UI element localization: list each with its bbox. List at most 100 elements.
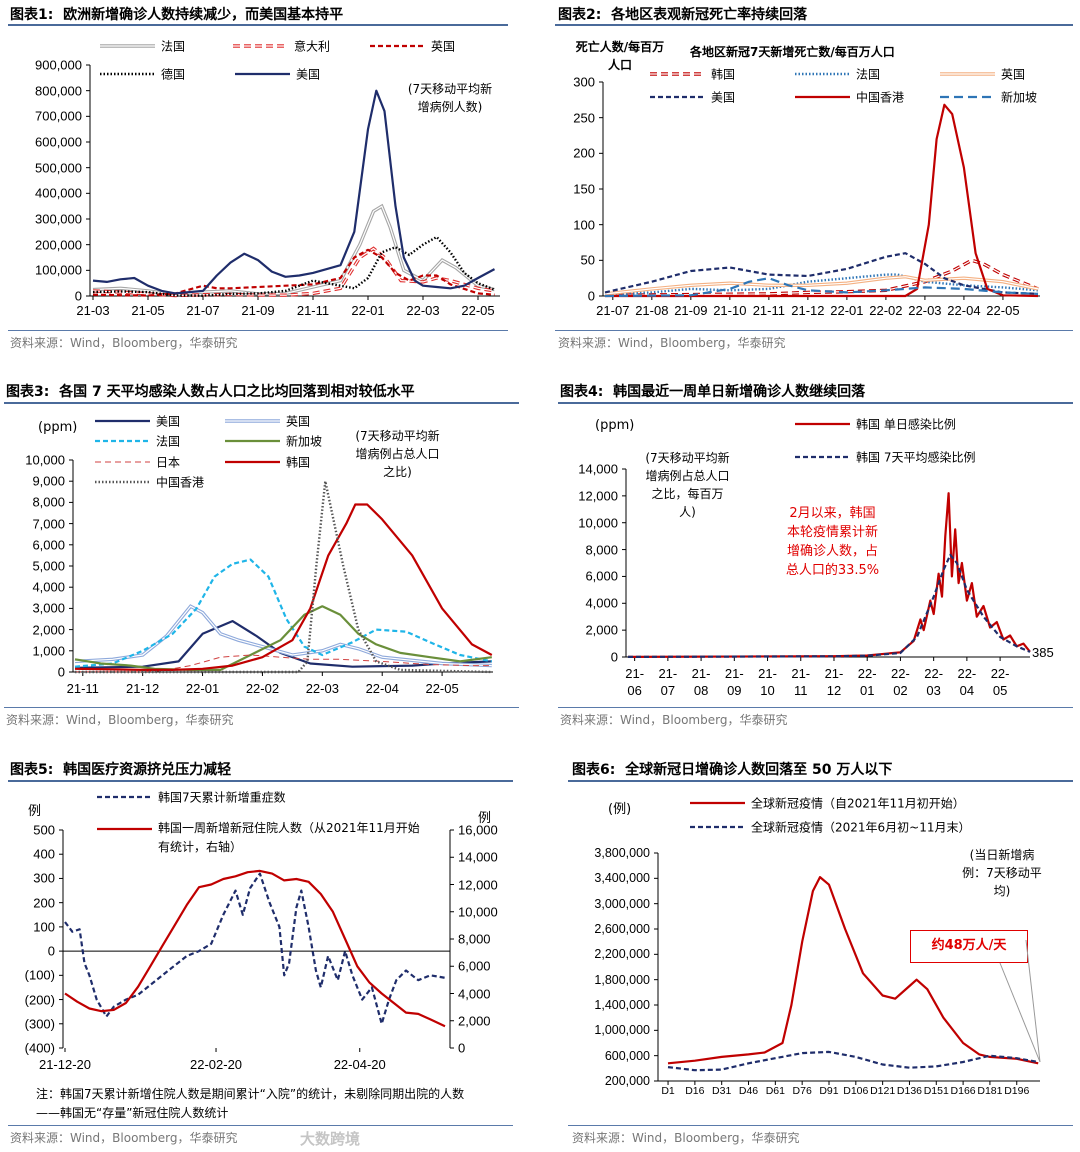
x-tick-label: 21-08: [635, 303, 669, 318]
series-line-1: [667, 876, 1039, 1065]
series-line-3: [604, 274, 1039, 296]
y-tick-label: 5,000: [32, 558, 65, 574]
divider: [555, 330, 1073, 331]
y-tick-label: 2,000: [32, 622, 65, 638]
y-right-tick-label: 6,000: [458, 958, 491, 974]
y-tick-label: 12,000: [578, 488, 618, 504]
chart2-plot: [599, 72, 1040, 300]
y-right-tick-label: 10,000: [458, 904, 498, 920]
footnote: 注：韩国7天累计新增住院人数是期间累计“入院”的统计，未剔除同期出院的人数——韩…: [36, 1087, 465, 1120]
chart4-title: 图表4: 韩国最近一周单日新增确诊人数继续回落: [560, 381, 865, 401]
chart2-inner-title: 各地区新冠7天新增死亡数/每百万人口: [690, 45, 895, 59]
y-tick-label: 0: [57, 664, 65, 680]
x-tick-label: 22-03: [908, 303, 942, 318]
y-tick-label: (100): [24, 967, 55, 983]
chart6-title: 图表6: 全球新冠日增确诊人数回落至 50 万人以下: [572, 759, 892, 779]
chart1-plot: [86, 44, 500, 300]
legend-label: 美国: [296, 67, 321, 82]
y-right-tick-label: 4,000: [458, 986, 491, 1001]
x-tick-label: D91: [819, 1085, 839, 1097]
legend-label: 法国: [856, 67, 881, 82]
y-tick-label: 600,000: [35, 134, 82, 150]
chart2-title: 图表2: 各地区表观新冠死亡率持续回落: [558, 4, 807, 24]
x-tick-label: 21-07: [658, 666, 678, 698]
x-tick-label: 22-02-20: [189, 1057, 243, 1072]
x-tick-label: D181: [977, 1085, 1003, 1097]
x-tick-label: 21-09: [724, 666, 744, 698]
y-tick-label: 500: [33, 822, 55, 838]
x-tick-label: D31: [712, 1085, 732, 1097]
legend-label: 日本: [156, 455, 181, 470]
y-tick-label: 4,000: [585, 595, 618, 611]
chart5-plot: [59, 795, 454, 1052]
x-tick-label: D16: [685, 1085, 705, 1097]
figure-label: 图表3:: [6, 384, 50, 400]
legend-label: 英国: [1001, 67, 1026, 82]
y-tick-label: 3,800,000: [594, 846, 650, 860]
y-tick-label: 0: [47, 943, 55, 959]
x-tick-label: 22-01: [857, 666, 877, 698]
legend-label: 英国: [431, 39, 456, 54]
x-tick-label: 21-08: [691, 666, 711, 698]
chart1-annotation: (7天移动平均新增病例人数): [407, 82, 493, 114]
y-right-tick-label: 12,000: [458, 877, 498, 892]
series-line-7: [75, 480, 492, 674]
x-tick-label: D196: [1004, 1085, 1030, 1097]
x-tick-label: 21-12-20: [38, 1057, 92, 1072]
series-line-5: [605, 103, 1039, 298]
x-tick-label: 21-09: [241, 303, 275, 318]
legend-label: 新加坡: [286, 434, 323, 449]
x-tick-label: 21-09: [674, 303, 708, 318]
y-tick-label: 300: [573, 74, 595, 90]
divider: [555, 24, 1073, 26]
y-tick-label: 0: [74, 288, 82, 304]
x-tick-label: 22-03: [305, 681, 339, 696]
x-tick-label: 22-05: [425, 681, 459, 696]
x-tick-label: 21-03: [76, 303, 110, 318]
chart6-callout: 约48万人/天: [910, 930, 1028, 963]
y-tick-label: 100: [573, 217, 595, 233]
x-tick-label: 21-10: [713, 303, 747, 318]
y-tick-label: 8,000: [585, 542, 618, 558]
x-tick-label: D76: [792, 1085, 812, 1097]
x-tick-label: 21-12: [824, 666, 844, 698]
y-tick-label: 3,400,000: [594, 871, 650, 886]
source-note: 资料来源：Wind，Bloomberg，华泰研究: [6, 713, 234, 727]
y-tick-label: (400): [24, 1040, 55, 1056]
chart4-plot: [622, 422, 1031, 661]
legend-label: 韩国: [286, 455, 311, 470]
x-tick-label: D121: [870, 1085, 896, 1097]
x-tick-label: 22-03: [924, 666, 944, 698]
chart5-y-label-right: 例: [478, 811, 492, 826]
series-line-1: [92, 203, 495, 297]
y-tick-label: 1,000,000: [594, 1023, 650, 1038]
divider: [8, 1125, 513, 1126]
y-tick-label: 1,400,000: [594, 998, 650, 1012]
x-tick-label: D61: [765, 1085, 785, 1097]
y-tick-label: 2,200,000: [594, 947, 650, 962]
y-tick-label: 600,000: [604, 1048, 650, 1063]
y-right-tick-label: 0: [458, 1040, 466, 1056]
x-tick-label: 22-04: [957, 666, 977, 698]
divider: [4, 402, 519, 404]
chart3-title: 图表3: 各国 7 天平均感染人数占人口之比均回落到相对较低水平: [6, 381, 415, 401]
figure-label: 图表2:: [558, 7, 602, 23]
chart6-y-label: (例): [608, 802, 632, 817]
series-line-3: [74, 558, 493, 668]
legend-label: 韩国 单日感染比例: [856, 417, 956, 432]
series-line-2: [74, 604, 492, 668]
y-tick-label: 200: [573, 145, 595, 161]
legend-label: 意大利: [294, 39, 331, 54]
source-note: 资料来源：Wind，Bloomberg，华泰研究: [558, 336, 786, 350]
y-tick-label: 3,000: [32, 600, 65, 616]
y-tick-label: 900,000: [35, 57, 82, 73]
legend-label: 韩国一周新增新冠住院人数（从2021年11月开始有统计，右轴）: [158, 821, 420, 854]
chart4-y-label: (ppm): [595, 418, 635, 433]
y-tick-label: 0: [610, 649, 618, 665]
series-line-2: [64, 869, 446, 1028]
x-tick-label: 21-10: [758, 666, 777, 698]
legend-label: 韩国7天累计新增重症数: [158, 790, 286, 805]
y-tick-label: 1,000: [32, 643, 65, 659]
x-tick-label: 21-06: [625, 666, 645, 698]
chart2-y-label: 死亡人数/每百万人口: [575, 40, 665, 72]
